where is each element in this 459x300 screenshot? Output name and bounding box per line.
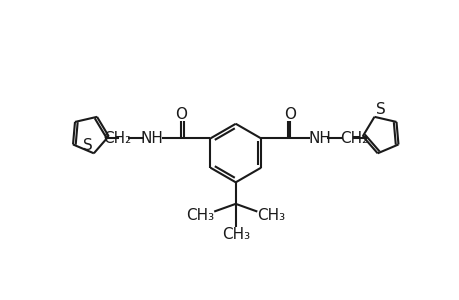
Text: O: O (284, 107, 296, 122)
Text: CH₃: CH₃ (221, 227, 249, 242)
Text: NH: NH (308, 131, 330, 146)
Text: NH: NH (140, 131, 163, 146)
Text: CH₃: CH₃ (186, 208, 214, 223)
Text: O: O (175, 107, 187, 122)
Text: S: S (83, 138, 92, 153)
Text: S: S (375, 102, 385, 117)
Text: CH₂: CH₂ (339, 131, 368, 146)
Text: CH₂: CH₂ (103, 131, 131, 146)
Text: CH₃: CH₃ (257, 208, 285, 223)
